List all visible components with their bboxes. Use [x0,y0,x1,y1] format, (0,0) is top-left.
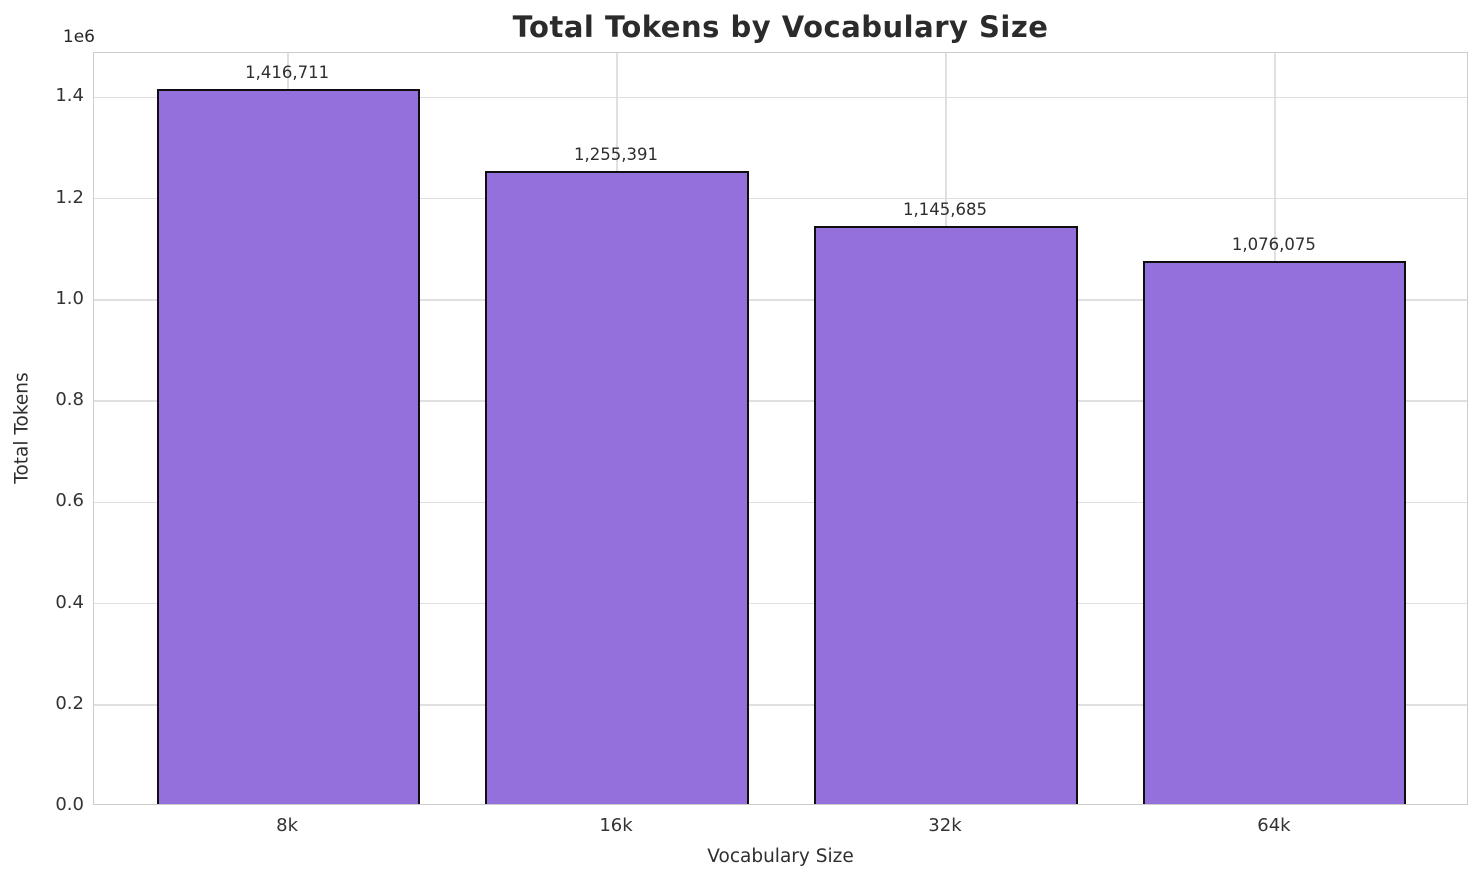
y-gridline [94,299,1467,301]
bar [485,170,749,804]
bar-value-label: 1,076,075 [1231,235,1316,255]
x-tick-label: 16k [599,815,633,836]
bar-value-label: 1,416,711 [245,62,330,82]
y-tick-label: 0.8 [55,389,84,411]
y-tick-label: 0.4 [55,591,84,613]
x-tick-label: 8k [276,815,299,836]
y-tick-label: 1.4 [55,85,84,107]
y-gridline [94,602,1467,605]
y-axis-offset-label: 1e6 [62,27,95,47]
y-tick-label: 0.0 [55,794,84,815]
y-gridline [94,96,1467,99]
x-tick-label: 32k [928,815,962,836]
y-gridline [94,501,1467,504]
x-axis-label: Vocabulary Size [707,846,854,867]
bar [156,88,420,804]
bar-value-label: 1,145,685 [902,200,987,220]
y-tick-label: 1.2 [55,186,84,208]
y-gridline [94,197,1467,200]
plot-area [93,52,1468,805]
y-tick-label: 1.0 [55,287,84,309]
x-tick-label: 64k [1257,815,1291,836]
bar [1143,261,1407,804]
y-gridline [94,704,1467,706]
y-tick-label: 0.6 [55,490,84,512]
bar [814,226,1078,804]
chart-title: Total Tokens by Vocabulary Size [512,10,1049,44]
y-tick-label: 0.2 [55,692,84,714]
bar-value-label: 1,255,391 [574,144,659,164]
y-gridline [94,400,1467,402]
